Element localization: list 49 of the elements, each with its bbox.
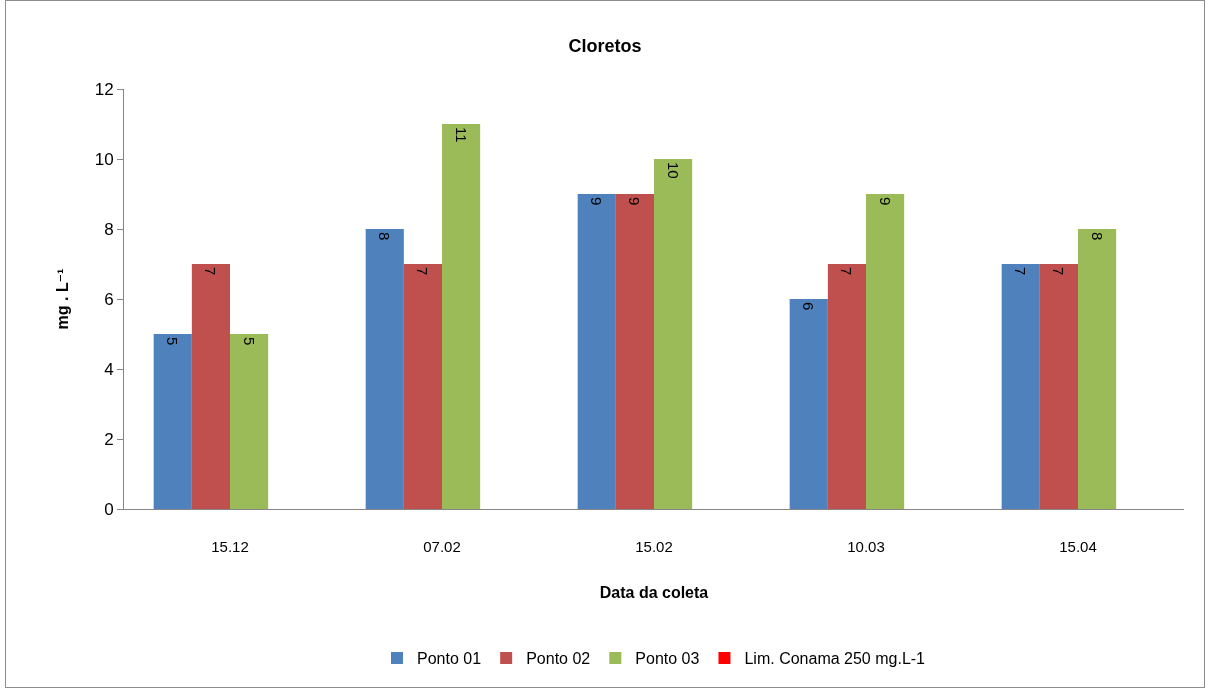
data-label: 7	[202, 267, 220, 276]
data-label: 7	[414, 267, 432, 276]
y-tick-label: 8	[104, 219, 114, 239]
bar	[866, 194, 905, 509]
data-label: 6	[800, 302, 818, 311]
data-label: 9	[588, 197, 606, 206]
y-tick-label: 4	[104, 359, 114, 379]
data-label: 7	[1012, 267, 1030, 276]
y-axis-title: mg . L⁻¹	[53, 268, 71, 330]
bar	[365, 229, 404, 509]
bar	[789, 299, 828, 509]
bar	[153, 334, 192, 509]
x-tick-label: 15.02	[635, 538, 673, 555]
bar	[577, 194, 616, 509]
data-label: 9	[876, 197, 894, 206]
data-label: 11	[452, 127, 470, 143]
legend-label: Ponto 02	[526, 650, 591, 668]
data-label: 5	[240, 337, 258, 346]
x-tick-label: 15.04	[1059, 538, 1097, 555]
chart-title: Cloretos	[568, 36, 642, 57]
bar	[1001, 264, 1040, 509]
bar	[442, 124, 481, 509]
y-tick-label: 12	[94, 79, 114, 99]
data-label: 9	[626, 197, 644, 206]
legend-label: Lim. Conama 250 mg.L-1	[744, 650, 926, 668]
legend-label: Ponto 01	[417, 650, 482, 668]
bar	[230, 334, 269, 509]
data-label: 7	[1050, 267, 1068, 276]
bar	[615, 194, 654, 509]
data-label: 8	[1088, 232, 1106, 241]
data-label: 8	[376, 232, 394, 241]
bar	[1078, 229, 1117, 509]
x-tick-label: 10.03	[847, 538, 885, 555]
x-tick-label: 15.12	[211, 538, 249, 555]
bar	[827, 264, 866, 509]
y-tick-label: 0	[104, 499, 114, 519]
bar	[654, 159, 693, 509]
data-label: 10	[664, 162, 682, 179]
x-axis-title: Data da coleta	[599, 583, 709, 601]
bar	[191, 264, 230, 509]
legend-label: Ponto 03	[635, 650, 700, 668]
data-label: 5	[164, 337, 182, 346]
y-tick-label: 2	[104, 429, 114, 449]
x-tick-label: 07.02	[423, 538, 461, 555]
data-label: 7	[838, 267, 856, 276]
y-tick-label: 6	[104, 289, 114, 309]
y-tick-label: 10	[94, 149, 114, 169]
bar	[1039, 264, 1078, 509]
bar	[403, 264, 442, 509]
